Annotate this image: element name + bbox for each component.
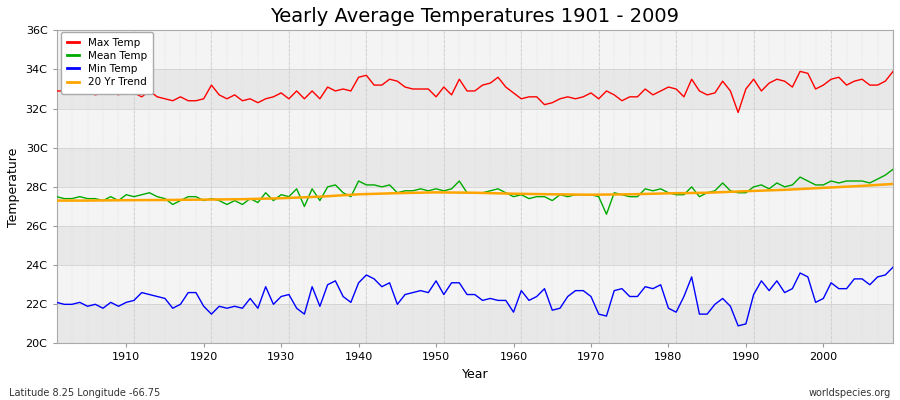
Bar (57, 226, 893, 265)
Text: Latitude 8.25 Longitude -66.75: Latitude 8.25 Longitude -66.75 (9, 388, 160, 398)
X-axis label: Year: Year (462, 368, 488, 381)
Text: worldspecies.org: worldspecies.org (809, 388, 891, 398)
Bar (57, 30, 893, 70)
Bar (57, 304, 893, 344)
Bar (57, 70, 893, 108)
Bar (57, 265, 893, 304)
Title: Yearly Average Temperatures 1901 - 2009: Yearly Average Temperatures 1901 - 2009 (270, 7, 680, 26)
Bar (57, 187, 893, 226)
Bar (57, 148, 893, 187)
Y-axis label: Temperature: Temperature (7, 147, 20, 226)
Legend: Max Temp, Mean Temp, Min Temp, 20 Yr Trend: Max Temp, Mean Temp, Min Temp, 20 Yr Tre… (60, 32, 153, 94)
Bar (57, 108, 893, 148)
